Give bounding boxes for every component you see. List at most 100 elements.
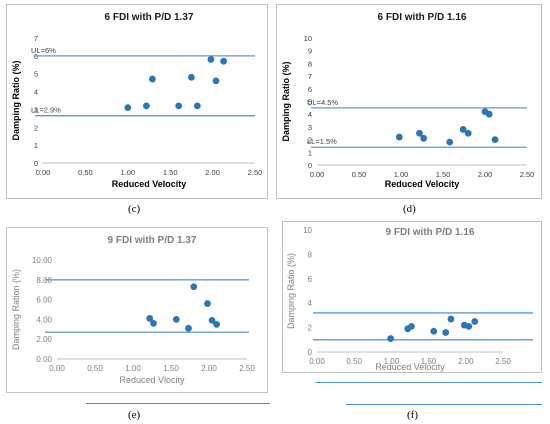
caption-c: (c) xyxy=(128,203,141,215)
x-tick-label: 1.00 xyxy=(120,168,135,177)
y-tick-label: 1 xyxy=(308,148,312,157)
data-point xyxy=(150,319,157,327)
x-tick-label: 0.50 xyxy=(78,168,93,177)
chart-panel-d: 6 FDI with P/D 1.16 0.00 0.50 1.00 1.50 2.00 2… xyxy=(276,4,542,199)
y-tick-label: 3 xyxy=(308,123,312,132)
data-point xyxy=(146,315,154,322)
x-axis-label: Reduced Velocity xyxy=(112,179,187,189)
limit-label: UL=6% xyxy=(31,46,56,55)
x-tick-label: 2.50 xyxy=(239,364,255,373)
y-tick-label: 3 xyxy=(34,105,38,114)
data-point xyxy=(208,316,216,324)
y-tick-label: 8 xyxy=(308,59,312,68)
data-point xyxy=(491,136,499,144)
chart-svg-f: 9 FDI with P/D 1.16 0.00 0.50 1.00 1.50 2.00 2… xyxy=(286,226,533,372)
data-point xyxy=(387,335,395,342)
y-tick-label: 10 xyxy=(304,34,312,43)
stray-line-f2 xyxy=(346,404,542,405)
x-tick-label: 1.00 xyxy=(394,170,409,179)
data-point xyxy=(188,73,195,81)
caption-d: (d) xyxy=(403,203,416,215)
x-tick-label: 0.00 xyxy=(49,364,65,373)
x-tick-label: 0.50 xyxy=(87,364,103,373)
x-tick-label: 1.50 xyxy=(421,357,437,366)
limit-label: LL=1.5% xyxy=(307,137,337,146)
data-point xyxy=(172,316,180,323)
chart-panel-c: 6 FDI with P/D 1.37 0.00 0.50 1.00 1.50 2.00 2… xyxy=(6,4,268,199)
x-tick-label: 1.50 xyxy=(163,168,178,177)
data-point xyxy=(447,315,455,323)
x-tick-label: 0.00 xyxy=(36,168,51,177)
x-tick-label: 0.00 xyxy=(309,357,325,366)
data-point xyxy=(408,322,415,330)
y-tick-label: 6 xyxy=(308,275,313,284)
x-tick-label: 0.00 xyxy=(310,170,325,179)
y-tick-label: 4 xyxy=(308,299,313,308)
y-tick-label: 8.00 xyxy=(36,276,52,285)
data-point xyxy=(207,56,215,63)
y-tick-label: 5 xyxy=(34,70,38,79)
chart-svg-d: 6 FDI with P/D 1.16 0.00 0.50 1.00 1.50 2.00 2… xyxy=(281,12,535,189)
y-tick-label: 10.00 xyxy=(32,256,53,265)
data-point xyxy=(442,329,450,336)
data-point xyxy=(464,129,472,137)
data-point xyxy=(459,126,467,133)
data-point xyxy=(148,75,156,83)
y-tick-label: 5 xyxy=(308,98,312,107)
data-point xyxy=(395,133,403,141)
x-tick-label: 1.50 xyxy=(163,364,179,373)
data-point xyxy=(175,102,183,110)
data-point xyxy=(471,318,479,325)
x-tick-label: 0.50 xyxy=(352,170,367,179)
x-tick-label: 2.00 xyxy=(205,168,220,177)
data-point xyxy=(465,322,473,330)
caption-f: (f) xyxy=(407,409,418,421)
chart-svg-e: 9 FDI with P/D 1.37 0.00 0.50 1.00 1.50 2.00 2… xyxy=(11,235,255,385)
y-tick-label: 0.00 xyxy=(36,355,52,364)
data-point xyxy=(204,300,211,307)
stray-line-e xyxy=(86,403,270,404)
limit-label: LL=2.9% xyxy=(31,106,61,115)
chart-title: 9 FDI with P/D 1.16 xyxy=(386,227,475,238)
x-tick-label: 2.00 xyxy=(458,357,474,366)
y-tick-label: 8 xyxy=(308,250,313,259)
y-axis-label: Damping Ratio (%) xyxy=(11,60,21,140)
x-axis-label: Reduced Velocity xyxy=(375,362,445,372)
data-point xyxy=(430,327,438,335)
y-tick-label: 0 xyxy=(34,159,38,168)
y-tick-label: 6.00 xyxy=(36,296,52,305)
x-tick-label: 2.00 xyxy=(478,170,493,179)
data-point xyxy=(212,77,220,85)
y-tick-label: 4 xyxy=(34,88,38,97)
y-tick-label: 2.00 xyxy=(36,335,52,344)
data-point xyxy=(193,102,201,110)
x-tick-label: 2.50 xyxy=(495,357,511,366)
x-tick-label: 0.50 xyxy=(346,357,362,366)
data-point xyxy=(213,320,221,328)
x-tick-label: 1.50 xyxy=(436,170,451,179)
x-tick-label: 1.00 xyxy=(384,357,400,366)
y-tick-label: 2 xyxy=(308,324,313,333)
chart-panel-e: 9 FDI with P/D 1.37 0.00 0.50 1.00 1.50 2.00 2… xyxy=(6,227,268,393)
caption-e: (e) xyxy=(128,409,141,421)
data-point xyxy=(220,57,228,65)
y-tick-label: 7 xyxy=(308,72,312,81)
x-tick-label: 2.50 xyxy=(520,170,535,179)
y-tick-label: 2 xyxy=(308,136,312,145)
chart-title: 6 FDI with P/D 1.37 xyxy=(105,12,194,23)
x-tick-label: 2.00 xyxy=(201,364,217,373)
y-axis-label: Damping Ratio (%) xyxy=(281,61,291,141)
y-tick-label: 4.00 xyxy=(36,315,52,324)
data-point xyxy=(485,110,493,118)
data-point xyxy=(143,102,150,110)
data-point xyxy=(416,129,423,137)
y-tick-label: 2 xyxy=(34,123,38,132)
y-tick-label: 4 xyxy=(308,110,312,119)
y-tick-label: 1 xyxy=(34,141,38,150)
chart-svg-c: 6 FDI with P/D 1.37 0.00 0.50 1.00 1.50 2.00 2… xyxy=(11,12,262,189)
data-point xyxy=(185,324,192,332)
y-tick-label: 9 xyxy=(308,47,312,56)
y-tick-label: 7 xyxy=(34,34,38,43)
x-tick-label: 1.00 xyxy=(125,364,141,373)
x-axis-label: Reduced Vlocity xyxy=(119,375,185,385)
